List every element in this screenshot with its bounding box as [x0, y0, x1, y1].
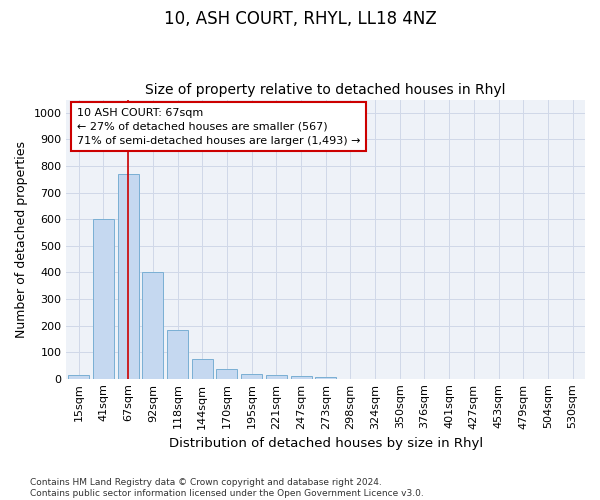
Text: Contains HM Land Registry data © Crown copyright and database right 2024.
Contai: Contains HM Land Registry data © Crown c…: [30, 478, 424, 498]
Title: Size of property relative to detached houses in Rhyl: Size of property relative to detached ho…: [145, 83, 506, 97]
Text: 10, ASH COURT, RHYL, LL18 4NZ: 10, ASH COURT, RHYL, LL18 4NZ: [164, 10, 436, 28]
Bar: [118, 174, 139, 378]
Bar: [290, 376, 311, 378]
Bar: [142, 272, 163, 378]
Bar: [167, 330, 188, 378]
Bar: [266, 375, 287, 378]
Bar: [217, 368, 238, 378]
Y-axis label: Number of detached properties: Number of detached properties: [15, 140, 28, 338]
X-axis label: Distribution of detached houses by size in Rhyl: Distribution of detached houses by size …: [169, 437, 483, 450]
Bar: [68, 374, 89, 378]
Bar: [241, 374, 262, 378]
Text: 10 ASH COURT: 67sqm
← 27% of detached houses are smaller (567)
71% of semi-detac: 10 ASH COURT: 67sqm ← 27% of detached ho…: [77, 108, 360, 146]
Bar: [93, 219, 114, 378]
Bar: [192, 358, 213, 378]
